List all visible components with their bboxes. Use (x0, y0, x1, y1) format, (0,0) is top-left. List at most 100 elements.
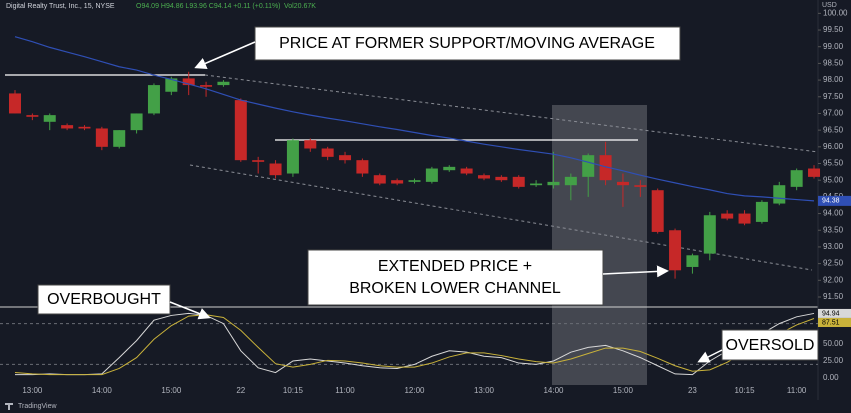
candle-body (61, 125, 74, 129)
y-tick-label: 92.00 (823, 275, 844, 284)
candle-body (495, 176, 508, 181)
x-tick-label: 13:00 (474, 386, 495, 395)
candle-body (669, 230, 682, 271)
candle-body (808, 168, 821, 177)
candle-body (582, 155, 595, 177)
candle-body (547, 181, 560, 186)
last-value-box (818, 317, 851, 327)
oscillator-line (14, 314, 815, 376)
candle-body (130, 113, 143, 131)
candle-body (651, 190, 664, 232)
last-value-label: 94.38 (822, 198, 840, 205)
candle-body (391, 180, 404, 184)
candle-body (26, 115, 39, 117)
x-tick-label: 10:15 (735, 386, 756, 395)
y-tick-label: 94.00 (823, 209, 844, 218)
candle-body (269, 163, 282, 176)
y-tick-label: 96.50 (823, 125, 844, 134)
candle-body (721, 213, 734, 219)
osc-tick-label: 50.00 (823, 339, 844, 348)
candle-body (200, 85, 213, 87)
y-tick-label: 96.00 (823, 142, 844, 151)
brand: TradingView (18, 403, 57, 410)
osc-tick-label: 25.00 (823, 356, 844, 365)
arrow (697, 349, 723, 363)
annotation-text: EXTENDED PRICE + (378, 258, 532, 275)
candle-body (564, 176, 577, 186)
x-tick-label: 14:00 (543, 386, 564, 395)
annotation-box (37, 284, 171, 315)
candle-body (530, 183, 543, 186)
candle-body (477, 175, 490, 179)
candle-body (252, 160, 265, 162)
candle-body (703, 215, 716, 254)
candle-body (339, 155, 352, 161)
candle-body (182, 78, 195, 86)
ohlc: O94.09 H94.86 L93.96 C94.14 +0.11 (+0.11… (136, 3, 281, 10)
candle-body (512, 176, 525, 187)
annotations: PRICE AT FORMER SUPPORT/MOVING AVERAGE E… (37, 26, 819, 363)
candle-body (634, 185, 647, 187)
annotation-text: BROKEN LOWER CHANNEL (349, 280, 561, 297)
currency: USD (822, 2, 837, 9)
plot: 91.5092.0092.5093.0093.5094.0094.5095.00… (0, 8, 851, 395)
volume: Vol20.67K (284, 3, 316, 10)
y-tick-label: 97.50 (823, 92, 844, 101)
candle-body (616, 181, 629, 186)
candle-body (356, 160, 369, 174)
brand-logo (5, 403, 13, 410)
candle-body (304, 140, 317, 149)
candle-body (373, 175, 386, 184)
moving-average (14, 36, 815, 202)
candle-body (217, 81, 230, 86)
candle-body (9, 93, 21, 114)
last-value-label: 87.51 (822, 319, 840, 326)
x-tick-label: 12:00 (404, 386, 425, 395)
y-tick-label: 91.50 (823, 292, 844, 301)
annotation-text: PRICE AT FORMER SUPPORT/MOVING AVERAGE (279, 35, 655, 52)
last-value-box (818, 195, 851, 206)
candle-body (408, 180, 421, 182)
arrow (169, 301, 211, 320)
candle-body (686, 255, 699, 267)
channel-upper (204, 74, 819, 153)
candle-body (460, 168, 473, 174)
y-tick-label: 93.00 (823, 242, 844, 251)
candle-body (165, 78, 178, 92)
candle-body (755, 201, 768, 222)
y-tick-label: 95.00 (823, 175, 844, 184)
annotation-box (721, 329, 819, 361)
candle-body (43, 115, 56, 122)
candle-body (425, 168, 438, 182)
candle-body (599, 155, 612, 181)
x-tick-label: 10:15 (283, 386, 304, 395)
candle-body (738, 213, 751, 224)
oscillator-line (15, 312, 815, 376)
x-tick-label: 11:00 (787, 386, 807, 395)
arrow (602, 265, 669, 278)
candle-body (95, 128, 108, 147)
x-tick-label: 15:00 (613, 386, 634, 395)
candle-body (443, 166, 456, 171)
x-tick-label: 22 (236, 386, 245, 395)
last-value-label: 94.94 (822, 310, 840, 317)
annotation-box (307, 249, 604, 306)
annotation-text: OVERBOUGHT (47, 291, 161, 308)
annotation-text: OVERSOLD (726, 337, 815, 354)
x-tick-label: 15:00 (161, 386, 182, 395)
y-tick-label: 99.00 (823, 42, 844, 51)
y-tick-label: 100.00 (823, 8, 848, 17)
x-tick-label: 14:00 (92, 386, 113, 395)
y-tick-label: 97.00 (823, 109, 844, 118)
y-tick-label: 98.00 (823, 75, 844, 84)
x-tick-label: 11:00 (335, 386, 355, 395)
osc-tick-label: 0.00 (823, 373, 839, 382)
last-value-box (818, 308, 851, 318)
candle-body (147, 85, 160, 114)
x-tick-label: 23 (688, 386, 697, 395)
candle-body (113, 130, 126, 147)
arrow (194, 41, 256, 69)
candle-body (286, 140, 299, 174)
